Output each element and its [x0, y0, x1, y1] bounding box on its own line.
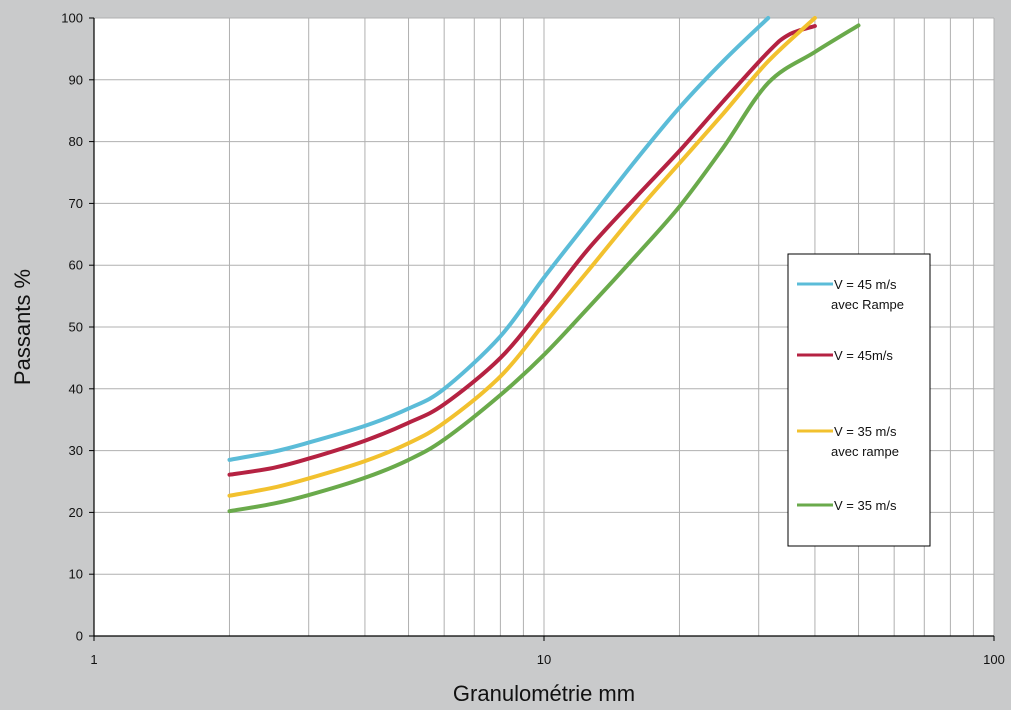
- series-line-v45: [227, 24, 817, 477]
- legend-label-v45-rampe: V = 45 m/s: [834, 277, 897, 292]
- y-tick-label: 0: [76, 629, 83, 644]
- legend-box: [787, 253, 931, 547]
- legend-label-v45: V = 45m/s: [834, 348, 893, 363]
- y-tick-label: 80: [69, 134, 83, 149]
- legend-label-v45-rampe: avec Rampe: [831, 297, 904, 312]
- y-tick-label: 60: [69, 258, 83, 273]
- x-tick-label: 10: [537, 652, 551, 667]
- legend-label-v35-rampe: avec rampe: [831, 444, 899, 459]
- series-line-v45-rampe: [227, 16, 771, 462]
- y-tick-label: 10: [69, 567, 83, 582]
- y-axis-title: Passants %: [10, 269, 35, 385]
- legend-label-v35: V = 35 m/s: [834, 498, 897, 513]
- series-line-v35: [227, 23, 861, 514]
- y-tick-label: 70: [69, 196, 83, 211]
- y-tick-label: 100: [61, 11, 83, 26]
- legend: V = 45 m/s avec Rampe V = 45m/s V = 35 m/s a…: [787, 253, 931, 547]
- legend-label-v35-rampe: V = 35 m/s: [834, 424, 897, 439]
- y-tick-label: 20: [69, 505, 83, 520]
- y-tick-label: 50: [69, 320, 83, 335]
- series-lines: [227, 16, 861, 514]
- x-tick-label: 100: [983, 652, 1005, 667]
- series-line-v35-rampe: [227, 16, 817, 498]
- x-tick-label: 1: [90, 652, 97, 667]
- x-axis-title: Granulométrie mm: [453, 681, 635, 706]
- y-tick-label: 40: [69, 381, 83, 396]
- y-tick-label: 90: [69, 72, 83, 87]
- y-tick-label: 30: [69, 443, 83, 458]
- axes: [89, 17, 995, 641]
